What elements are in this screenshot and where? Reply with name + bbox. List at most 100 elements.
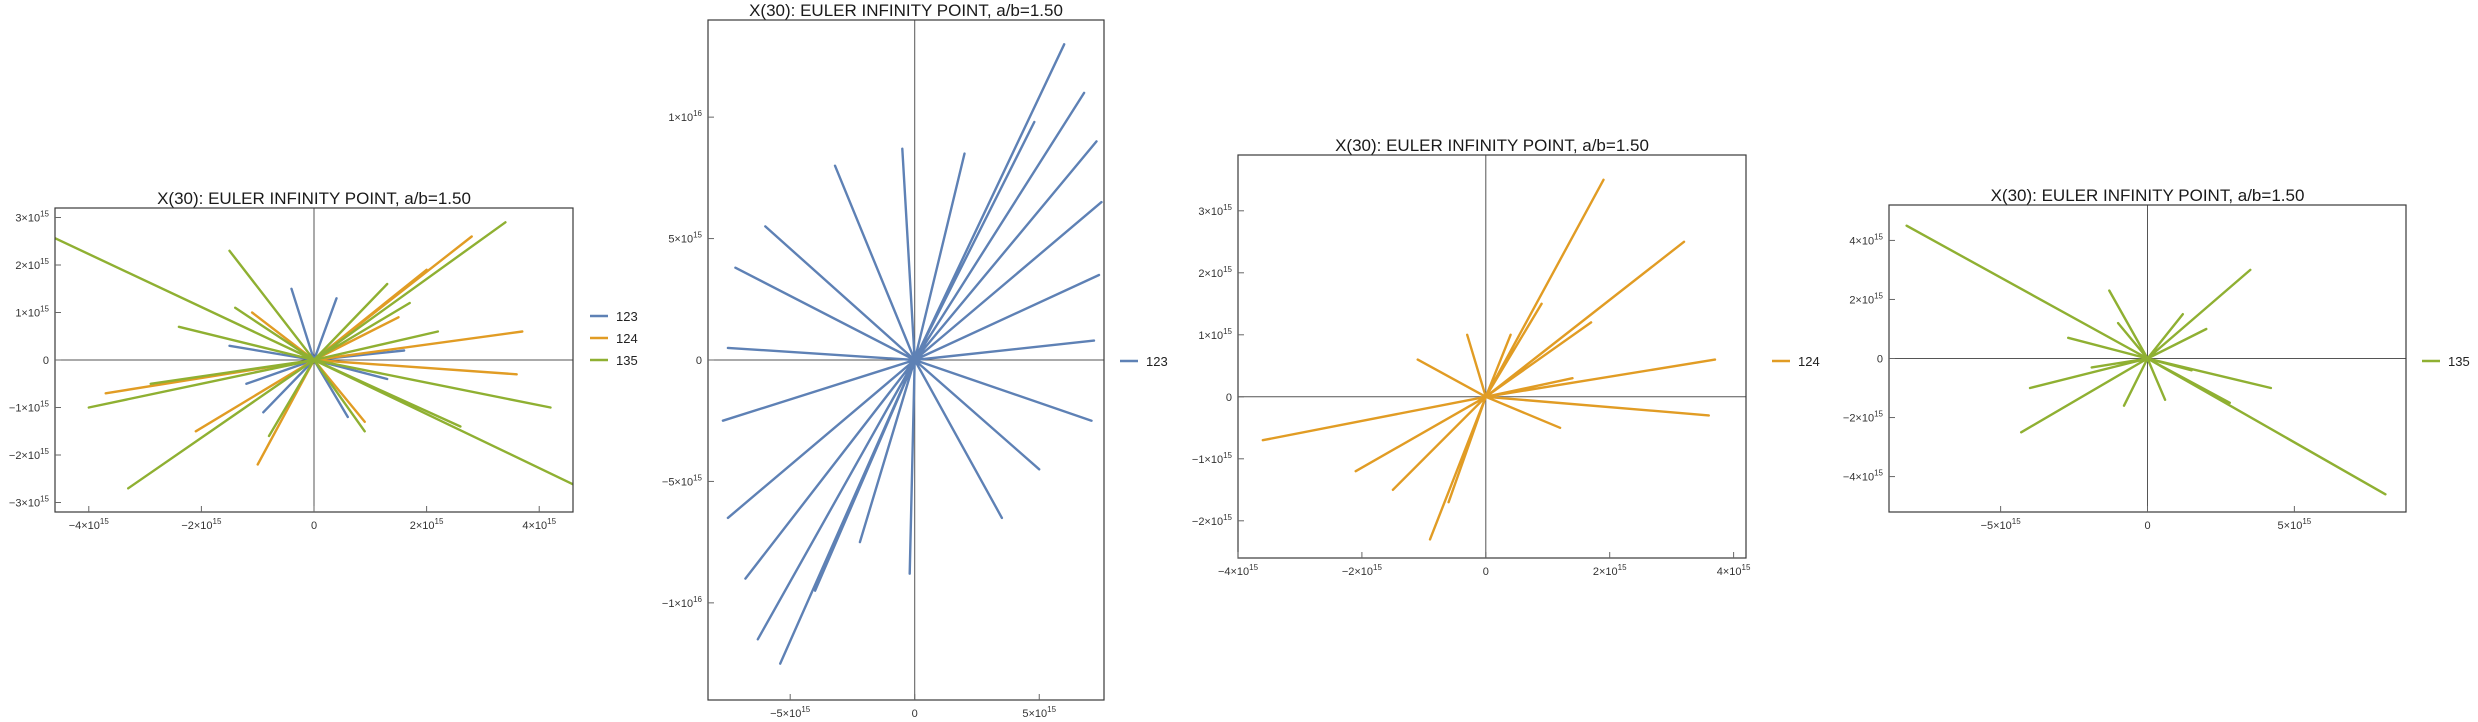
y-tick-label: −4×1015	[1843, 469, 1884, 484]
x-tick-label-base: 0	[2144, 520, 2150, 532]
y-tick-label: −2×1015	[9, 447, 50, 462]
y-tick-label: −1×1015	[9, 400, 50, 415]
y-tick-label-base: −5×10	[662, 476, 693, 488]
y-tick-label: 3×1015	[1198, 203, 1232, 218]
x-tick-label-exponent: 15	[2302, 517, 2311, 526]
y-tick-label: 1×1016	[668, 109, 702, 124]
y-tick-label-exponent: 16	[693, 595, 702, 604]
chart-panel-2: X(30): EULER INFINITY POINT, a/b=1.50 −5×…	[662, 1, 1168, 720]
legend-label: 123	[616, 309, 638, 324]
x-tick-label-exponent: 15	[2012, 517, 2021, 526]
x-tick-label: −2×1015	[181, 517, 222, 532]
y-tick-label-base: 2×10	[1198, 268, 1223, 280]
y-tick-label-exponent: 16	[693, 109, 702, 118]
x-tick-label-exponent: 15	[1618, 563, 1627, 572]
x-tick-label-exponent: 15	[1373, 563, 1382, 572]
legend-label: 123	[1146, 354, 1168, 369]
y-tick-label-exponent: 15	[1223, 513, 1232, 522]
y-tick-label-base: −1×10	[1192, 454, 1223, 466]
y-tick-label-exponent: 15	[1223, 327, 1232, 336]
y-tick-label-base: −2×10	[9, 450, 40, 462]
x-tick-label-base: −5×10	[770, 708, 801, 720]
y-tick-label-exponent: 15	[40, 305, 49, 314]
y-tick-label-exponent: 15	[1223, 451, 1232, 460]
x-tick-label: −2×1015	[1342, 563, 1383, 578]
y-tick-label: 0	[1877, 354, 1883, 366]
chart-panel-3: X(30): EULER INFINITY POINT, a/b=1.50 −4×…	[1192, 136, 1820, 578]
y-tick-label-exponent: 15	[40, 495, 49, 504]
y-tick-label: −1×1015	[1192, 451, 1233, 466]
y-tick-label-exponent: 15	[40, 210, 49, 219]
chart-title: X(30): EULER INFINITY POINT, a/b=1.50	[1991, 186, 2305, 205]
y-tick-label-base: −1×10	[662, 598, 693, 610]
y-tick-label-exponent: 15	[1874, 469, 1883, 478]
x-tick-label: 0	[311, 520, 317, 532]
series-group	[55, 221, 573, 490]
chart-title: X(30): EULER INFINITY POINT, a/b=1.50	[157, 189, 471, 208]
x-tick-label: 5×1015	[1022, 705, 1056, 720]
plot-frame	[1237, 154, 1747, 559]
x-tick-label: 0	[2144, 520, 2150, 532]
y-tick-label: −1×1016	[662, 595, 703, 610]
chart-title: X(30): EULER INFINITY POINT, a/b=1.50	[1335, 136, 1649, 155]
y-tick-label-base: 2×10	[1849, 294, 1874, 306]
x-tick-label: 2×1015	[1593, 563, 1627, 578]
series-group	[1261, 178, 1717, 541]
y-tick-label-base: 5×10	[668, 234, 693, 246]
legend: 123 124 135	[590, 309, 638, 368]
x-tick-label-exponent: 15	[1249, 563, 1258, 572]
y-tick-label: 1×1015	[15, 305, 49, 320]
y-tick-label: 4×1015	[1849, 232, 1883, 247]
x-tick-label-base: 5×10	[2278, 520, 2303, 532]
legend-label: 135	[2448, 354, 2470, 369]
y-tick-label-exponent: 15	[1223, 203, 1232, 212]
y-tick-label-base: 0	[1226, 392, 1232, 404]
series-line-123	[228, 287, 406, 419]
y-tick-label: −2×1015	[1192, 513, 1233, 528]
x-tick-label-base: 0	[1483, 566, 1489, 578]
y-tick-label: −3×1015	[9, 495, 50, 510]
y-tick-label: −2×1015	[1843, 410, 1884, 425]
x-tick-label: 4×1015	[522, 517, 556, 532]
y-tick-label-base: 1×10	[668, 112, 693, 124]
series-line-135	[1905, 224, 2387, 496]
x-tick-label-base: −5×10	[1981, 520, 2012, 532]
x-tick-label-base: 0	[311, 520, 317, 532]
x-tick-label-base: −4×10	[1218, 566, 1249, 578]
y-tick-label-base: −1×10	[9, 403, 40, 415]
y-tick-label-exponent: 15	[40, 257, 49, 266]
y-tick-label-base: −2×10	[1192, 516, 1223, 528]
x-tick-label-exponent: 15	[213, 517, 222, 526]
x-tick-label-exponent: 15	[1047, 705, 1056, 714]
x-tick-label: −5×1015	[770, 705, 811, 720]
chart-panel-4: X(30): EULER INFINITY POINT, a/b=1.50 −5×…	[1843, 186, 2470, 532]
x-tick-label-exponent: 15	[547, 517, 556, 526]
y-tick-label: 2×1015	[1849, 291, 1883, 306]
y-tick-label: −5×1015	[662, 473, 703, 488]
y-tick-label-base: 2×10	[15, 260, 40, 272]
series-line-135	[55, 221, 573, 490]
x-tick-label-base: 2×10	[410, 520, 435, 532]
y-tick-label-exponent: 15	[40, 400, 49, 409]
legend: 123	[1120, 354, 1168, 369]
x-tick-label-base: −2×10	[181, 520, 212, 532]
y-tick-label-base: 0	[696, 355, 702, 367]
legend-label: 124	[1798, 354, 1820, 369]
series-line-123	[721, 43, 1103, 665]
y-tick-label-base: 4×10	[1849, 235, 1874, 247]
y-tick-label-base: 0	[1877, 354, 1883, 366]
x-tick-label: −4×1015	[1218, 563, 1259, 578]
y-tick-label: 0	[1226, 392, 1232, 404]
y-tick-label-exponent: 15	[693, 231, 702, 240]
x-tick-label: 0	[1483, 566, 1489, 578]
x-tick-label: 5×1015	[2278, 517, 2312, 532]
chart-panel-1: X(30): EULER INFINITY POINT, a/b=1.50 −4×…	[9, 189, 638, 532]
x-tick-label-base: 5×10	[1022, 708, 1047, 720]
y-tick-label-base: −2×10	[1843, 413, 1874, 425]
series-group	[721, 43, 1103, 665]
x-tick-label-base: −2×10	[1342, 566, 1373, 578]
series-group	[1905, 224, 2387, 496]
y-tick-label-base: −4×10	[1843, 472, 1874, 484]
x-tick-label: 0	[912, 708, 918, 720]
